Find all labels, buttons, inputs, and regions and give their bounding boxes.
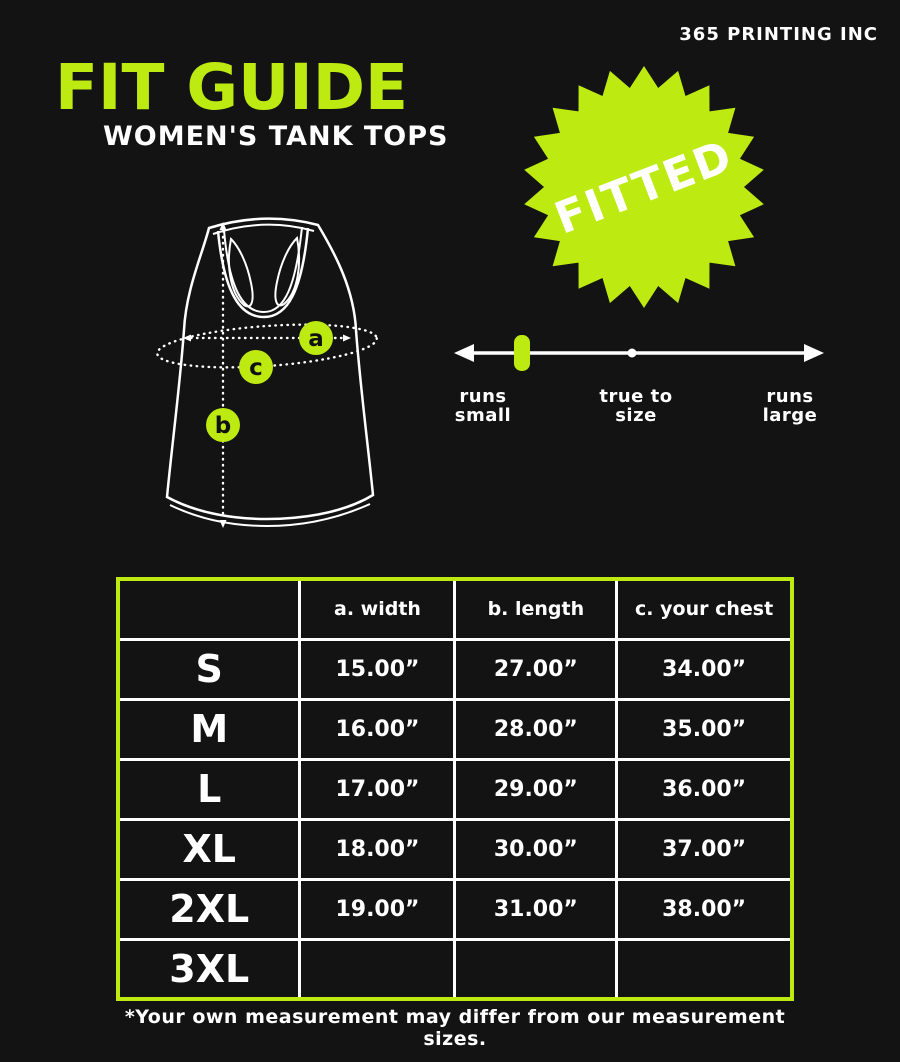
scale-label-true-to-size: true to size — [586, 387, 686, 425]
header-chest: c. your chest — [615, 577, 794, 641]
scale-arrow-right-icon — [804, 344, 824, 362]
size-chart-table: a. width b. length c. your chest S 15.00… — [116, 577, 794, 1001]
fitted-badge: FITTED — [524, 66, 764, 308]
size-label: 3XL — [116, 937, 302, 1001]
chest-value: 34.00” — [615, 637, 794, 701]
table-row-s: S 15.00” 27.00” 34.00” — [116, 637, 794, 701]
header-width: a. width — [298, 577, 457, 641]
true-to-size-tick — [627, 348, 637, 358]
width-value: 17.00” — [298, 757, 457, 821]
scale-label-runs-large: runs large — [740, 387, 840, 425]
scale-arrow-left-icon — [454, 344, 474, 362]
width-value — [298, 937, 457, 1001]
measurement-disclaimer: *Your own measurement may differ from ou… — [124, 1006, 786, 1050]
scale-label-line: large — [762, 405, 818, 426]
header-length: b. length — [453, 577, 619, 641]
length-value: 27.00” — [453, 637, 619, 701]
table-row-xl: XL 18.00” 30.00” 37.00” — [116, 817, 794, 881]
svg-text:b: b — [215, 413, 231, 439]
size-label: L — [116, 757, 302, 821]
page-title: FIT GUIDE — [55, 51, 409, 124]
scale-label-line: true to — [599, 386, 673, 407]
width-arrow-left-icon — [183, 334, 191, 342]
tank-front-neckline-outer — [216, 227, 310, 319]
tank-hem-line — [169, 503, 371, 528]
tank-racerback-left-armhole — [228, 236, 254, 308]
brand-name: 365 PRINTING INC — [679, 24, 878, 45]
page-subtitle: WOMEN'S TANK TOPS — [103, 121, 449, 152]
length-arrow-top-icon — [219, 222, 227, 230]
length-value: 30.00” — [453, 817, 619, 881]
width-value: 15.00” — [298, 637, 457, 701]
tank-top-diagram: a c b — [156, 217, 378, 528]
tank-front-neckline-inner — [223, 226, 303, 314]
table-row-3xl: 3XL — [116, 937, 794, 1001]
chest-value: 36.00” — [615, 757, 794, 821]
scale-label-line: runs — [766, 386, 814, 407]
scale-label-line: size — [615, 405, 657, 426]
header-empty-cell — [116, 577, 302, 641]
fit-position-marker — [514, 335, 530, 371]
size-label: S — [116, 637, 302, 701]
tank-back-neckline — [212, 223, 315, 235]
width-value: 18.00” — [298, 817, 457, 881]
table-row-l: L 17.00” 29.00” 36.00” — [116, 757, 794, 821]
scale-label-line: runs — [459, 386, 507, 407]
size-label: 2XL — [116, 877, 302, 941]
length-value: 31.00” — [453, 877, 619, 941]
width-arrow-right-icon — [343, 334, 351, 342]
fit-scale — [454, 335, 824, 371]
table-header-row: a. width b. length c. your chest — [116, 577, 794, 641]
chest-value: 35.00” — [615, 697, 794, 761]
size-label: M — [116, 697, 302, 761]
width-value: 19.00” — [298, 877, 457, 941]
svg-text:c: c — [249, 355, 263, 381]
size-label: XL — [116, 817, 302, 881]
tank-outline — [165, 217, 375, 521]
marker-a: a — [299, 321, 333, 355]
scale-label-line: small — [454, 405, 512, 426]
table-row-2xl: 2XL 19.00” 31.00” 38.00” — [116, 877, 794, 941]
length-arrow-bottom-icon — [219, 520, 227, 528]
length-value: 29.00” — [453, 757, 619, 821]
marker-b: b — [206, 408, 240, 442]
chest-value — [615, 937, 794, 1001]
length-value — [453, 937, 619, 1001]
starburst-icon — [524, 66, 764, 308]
marker-c: c — [239, 350, 273, 384]
length-value: 28.00” — [453, 697, 619, 761]
svg-text:a: a — [308, 326, 324, 352]
tank-racerback-right-armhole — [274, 235, 300, 307]
width-value: 16.00” — [298, 697, 457, 761]
scale-label-runs-small: runs small — [433, 387, 533, 425]
chest-value: 38.00” — [615, 877, 794, 941]
chest-value: 37.00” — [615, 817, 794, 881]
table-row-m: M 16.00” 28.00” 35.00” — [116, 697, 794, 761]
